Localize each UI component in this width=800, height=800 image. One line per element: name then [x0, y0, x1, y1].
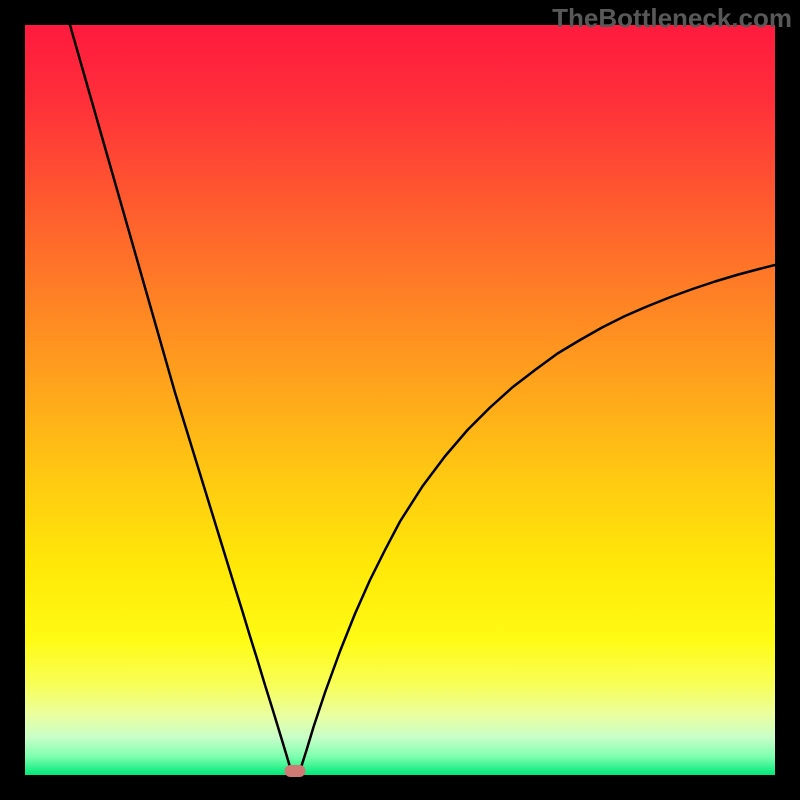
watermark-text: TheBottleneck.com — [552, 3, 792, 34]
plot-area — [25, 25, 775, 775]
optimum-marker — [285, 765, 306, 777]
bottleneck-curve — [25, 25, 775, 775]
